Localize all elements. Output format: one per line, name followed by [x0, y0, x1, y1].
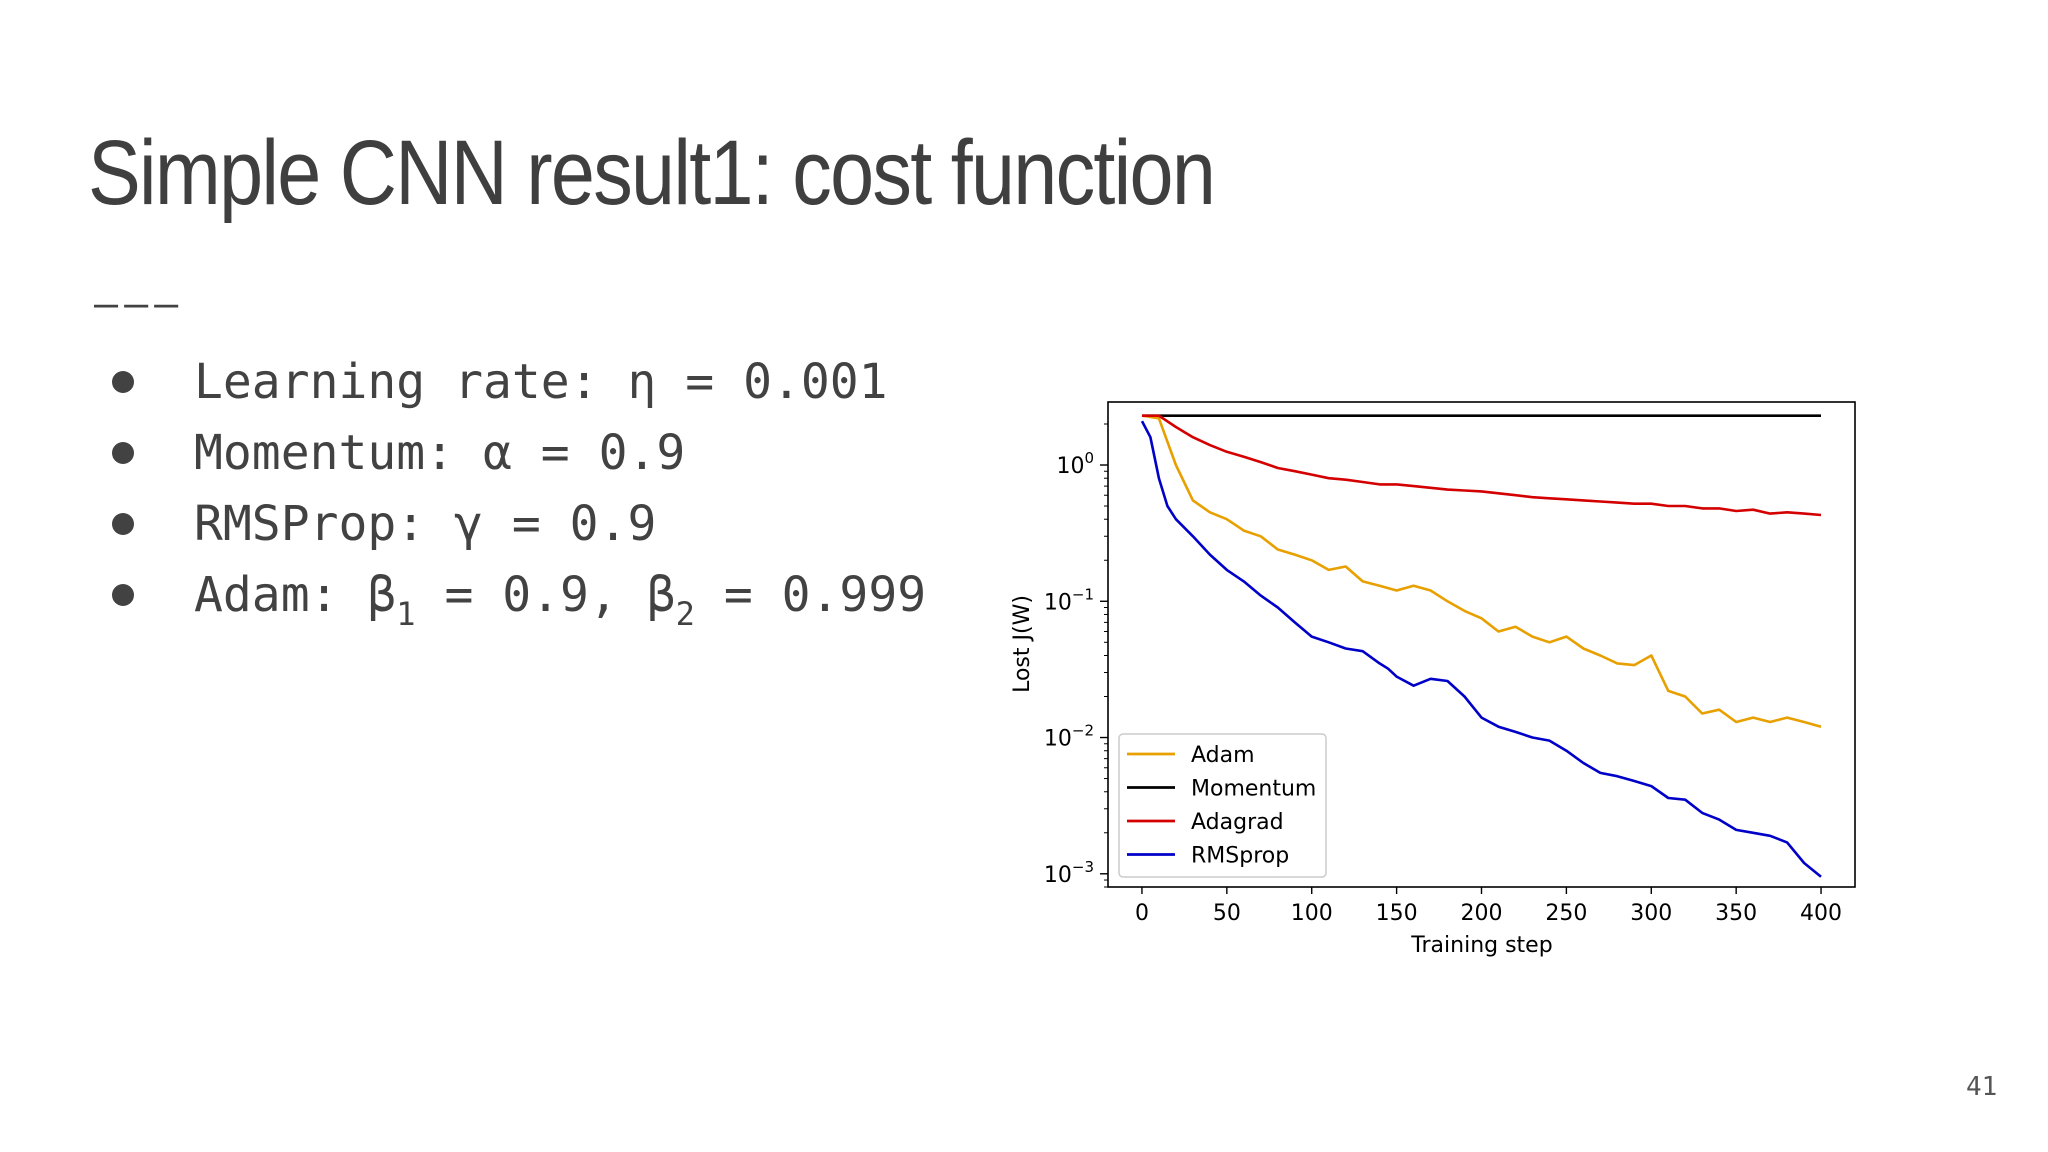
slide-title: Simple CNN result1: cost function — [88, 122, 1216, 224]
bullet-text: Momentum: α = 0.9 — [194, 425, 686, 481]
legend-label: RMSprop — [1191, 844, 1289, 869]
x-tick-label: 250 — [1545, 901, 1587, 926]
y-tick-label: 10−3 — [1044, 858, 1094, 888]
series-line-adagrad — [1142, 414, 1822, 517]
x-tick-label: 300 — [1630, 901, 1672, 926]
bullet-rmsprop: RMSProp: γ = 0.9 — [106, 492, 926, 563]
y-tick-label: 100 — [1056, 449, 1094, 479]
x-tick-label: 50 — [1213, 901, 1241, 926]
x-axis-label: Training step — [1410, 933, 1552, 958]
legend-label: Momentum — [1191, 777, 1316, 802]
title-underline: ——— — [94, 281, 185, 327]
x-tick-label: 400 — [1800, 901, 1842, 926]
bullet-dot-icon — [112, 584, 134, 606]
hyperparameter-list: Learning rate: η = 0.001 Momentum: α = 0… — [106, 350, 926, 634]
y-axis-label: Lost J(W) — [1010, 595, 1035, 693]
bullet-text: RMSProp: γ = 0.9 — [194, 496, 657, 552]
bullet-dot-icon — [112, 371, 134, 393]
legend: Adam Momentum Adagrad RMSprop — [1118, 733, 1327, 878]
bullet-dot-icon — [112, 442, 134, 464]
bullet-text: Learning rate: η = 0.001 — [194, 354, 888, 410]
y-tick-label: 10−2 — [1044, 722, 1094, 752]
beta-subscript: 1 — [396, 595, 416, 633]
bullet-text: = 0.999 — [694, 567, 927, 623]
x-tick-label: 150 — [1376, 901, 1418, 926]
x-tick-label: 100 — [1291, 901, 1333, 926]
y-tick-label: 10−1 — [1044, 585, 1094, 615]
bullet-text: = 0.9, β — [415, 567, 676, 623]
bullet-momentum: Momentum: α = 0.9 — [106, 421, 926, 492]
x-tick-label: 200 — [1461, 901, 1503, 926]
series-line-adam — [1141, 414, 1822, 728]
x-tick-label: 350 — [1715, 901, 1757, 926]
bullet-adam: Adam: β1 = 0.9, β2 = 0.999 — [106, 563, 926, 634]
legend-label: Adam — [1191, 743, 1255, 768]
page-number: 41 — [1966, 1072, 1998, 1102]
beta-subscript: 2 — [675, 595, 695, 633]
bullet-text: Adam: β — [194, 567, 397, 623]
series-line-rmsprop — [1140, 420, 1822, 878]
legend-label: Adagrad — [1191, 810, 1284, 835]
bullet-dot-icon — [112, 513, 134, 535]
x-tick-label: 0 — [1135, 901, 1149, 926]
legend-box — [1118, 733, 1327, 878]
bullet-learning-rate: Learning rate: η = 0.001 — [106, 350, 926, 421]
